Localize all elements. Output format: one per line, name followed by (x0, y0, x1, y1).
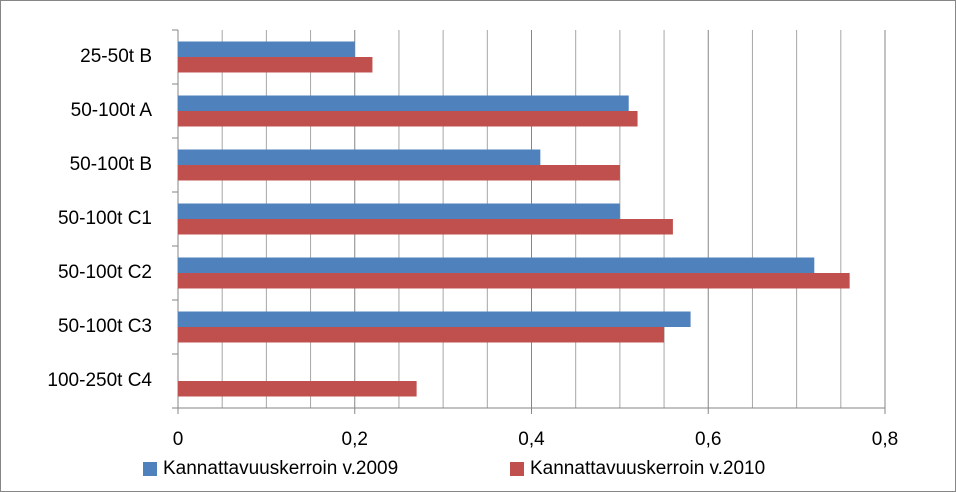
legend-label: Kannattavuuskerroin v.2009 (163, 458, 398, 479)
x-tick-label: 0,8 (872, 429, 898, 450)
bar (178, 257, 815, 273)
x-tick-label: 0,4 (518, 429, 545, 450)
bar (178, 57, 373, 73)
y-tick-label: 50-100t C3 (58, 316, 152, 337)
x-tick-label: 0,2 (342, 429, 368, 450)
x-tick-label: 0 (173, 429, 184, 450)
y-tick-label: 50-100t C1 (58, 208, 152, 229)
legend-label: Kannattavuuskerroin v.2010 (530, 458, 765, 479)
x-tick-label: 0,6 (695, 429, 721, 450)
y-tick-label: 50-100t A (71, 100, 153, 121)
bar (178, 149, 541, 165)
legend-swatch (510, 462, 524, 476)
bar (178, 273, 850, 289)
bar (178, 219, 673, 235)
bar (178, 111, 638, 127)
bar (178, 311, 691, 327)
y-tick-label: 25-50t B (80, 46, 152, 67)
bar (178, 381, 417, 397)
y-tick-label: 100-250t C4 (47, 370, 152, 391)
y-tick-label: 50-100t C2 (58, 262, 152, 283)
bar (178, 95, 629, 111)
bar (178, 165, 620, 181)
bar (178, 327, 665, 343)
legend-swatch (143, 462, 157, 476)
bar (178, 203, 620, 219)
bar (178, 41, 355, 57)
y-tick-label: 50-100t B (70, 154, 152, 175)
